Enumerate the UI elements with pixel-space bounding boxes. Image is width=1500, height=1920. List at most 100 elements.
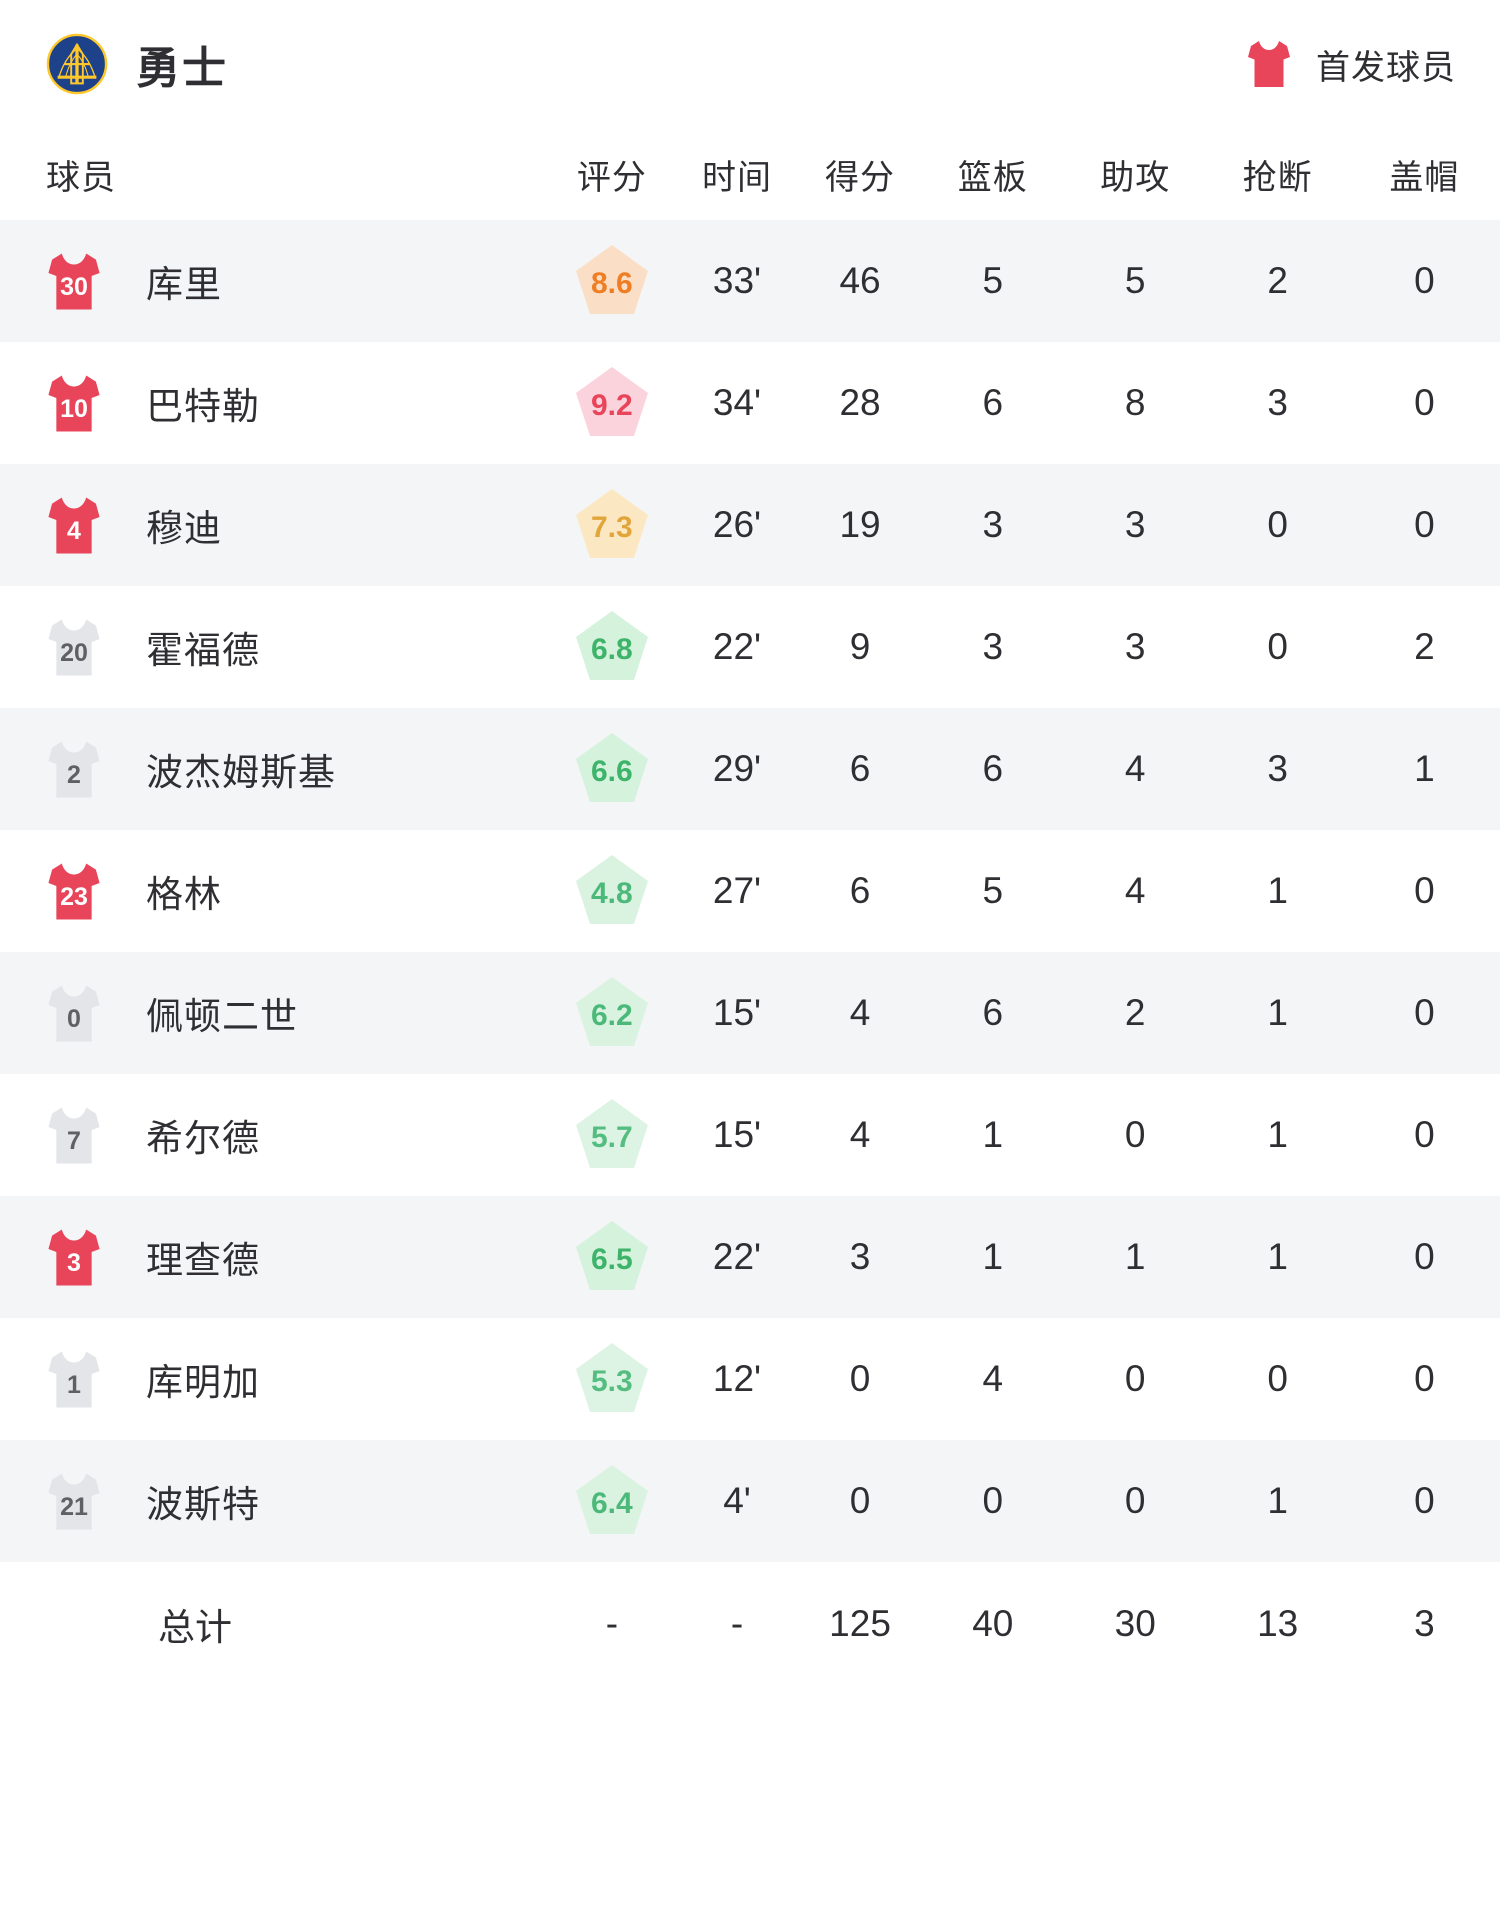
player-info: 10 巴特勒 <box>46 373 548 434</box>
table-row[interactable]: 21 波斯特 6.4 4' 0 0 0 1 0 <box>0 1440 1500 1562</box>
jersey-number: 21 <box>60 1492 88 1521</box>
rating-badge: 6.8 <box>573 608 651 686</box>
assists-cell: 4 <box>1124 870 1146 911</box>
minutes-cell: 22' <box>712 626 762 667</box>
jersey-number: 7 <box>67 1126 81 1155</box>
minutes-cell: 12' <box>712 1358 762 1399</box>
rebounds-cell: 5 <box>982 870 1004 911</box>
total-rating: - <box>605 1603 619 1644</box>
rating-badge: 6.2 <box>573 974 651 1052</box>
rating-badge: 5.7 <box>573 1096 651 1174</box>
player-cell: 20 霍福德 <box>0 586 548 708</box>
points-cell: 19 <box>839 504 881 545</box>
jersey-number: 30 <box>60 272 88 301</box>
column-header-minutes: 时间 <box>702 158 773 197</box>
blocks-cell: 0 <box>1414 1480 1435 1521</box>
table-header: 球员 评分 时间 得分 篮板 助攻 抢断 盖帽 <box>0 128 1500 220</box>
rebounds-cell: 5 <box>982 260 1004 301</box>
table-row[interactable]: 30 库里 8.6 33' 46 5 5 2 0 <box>0 220 1500 342</box>
rating-badge: 8.6 <box>573 242 651 320</box>
rating-cell: 6.8 <box>548 586 675 708</box>
table-row[interactable]: 2 波杰姆斯基 6.6 29' 6 6 4 3 1 <box>0 708 1500 830</box>
column-header-assists: 助攻 <box>1100 158 1171 197</box>
rebounds-cell: 4 <box>982 1358 1004 1399</box>
rating-badge: 4.8 <box>573 852 651 930</box>
player-name: 巴特勒 <box>146 386 260 427</box>
jersey-number-icon: 2 <box>46 739 102 800</box>
rating-cell: 9.2 <box>548 342 675 464</box>
minutes-cell: 22' <box>712 1236 762 1277</box>
rating-value: 6.8 <box>590 633 633 666</box>
jersey-number: 20 <box>60 638 88 667</box>
jersey-number-icon: 4 <box>46 495 102 556</box>
jersey-number-icon: 7 <box>46 1105 102 1166</box>
steals-cell: 1 <box>1267 1236 1288 1277</box>
table-body: 30 库里 8.6 33' 46 5 5 2 0 10 巴特勒 9.2 34' 28 6 8 3 0 4 穆迪 7.3 2… <box>0 220 1500 1562</box>
column-header-steals: 抢断 <box>1242 158 1313 197</box>
jersey-number-icon: 3 <box>46 1227 102 1288</box>
rating-value: 6.6 <box>590 755 633 788</box>
table-row[interactable]: 4 穆迪 7.3 26' 19 3 3 0 0 <box>0 464 1500 586</box>
player-cell: 2 波杰姆斯基 <box>0 708 548 830</box>
player-name: 波杰姆斯基 <box>146 752 336 793</box>
jersey-number: 3 <box>67 1248 81 1277</box>
player-cell: 0 佩顿二世 <box>0 952 548 1074</box>
jersey-number: 4 <box>67 516 81 545</box>
jersey-icon <box>1246 39 1292 89</box>
table-row[interactable]: 0 佩顿二世 6.2 15' 4 6 2 1 0 <box>0 952 1500 1074</box>
minutes-cell: 15' <box>712 1114 762 1155</box>
team-name: 勇士 <box>136 44 228 93</box>
table-footer: 总计 - - 125 40 30 13 3 <box>0 1562 1500 1686</box>
table-row[interactable]: 10 巴特勒 9.2 34' 28 6 8 3 0 <box>0 342 1500 464</box>
warriors-logo-icon <box>46 33 108 95</box>
blocks-cell: 0 <box>1414 382 1435 423</box>
jersey-number: 2 <box>67 760 81 789</box>
rating-cell: 6.5 <box>548 1196 675 1318</box>
team-header: 勇士 首发球员 <box>0 0 1500 128</box>
rating-badge: 6.4 <box>573 1462 651 1540</box>
column-header-rebounds: 篮板 <box>957 158 1028 197</box>
table-row[interactable]: 23 格林 4.8 27' 6 5 4 1 0 <box>0 830 1500 952</box>
rating-value: 5.7 <box>590 1121 633 1154</box>
table-row[interactable]: 1 库明加 5.3 12' 0 4 0 0 0 <box>0 1318 1500 1440</box>
player-name: 理查德 <box>146 1240 260 1281</box>
minutes-cell: 33' <box>712 260 762 301</box>
points-cell: 9 <box>849 626 871 667</box>
rebounds-cell: 6 <box>982 382 1004 423</box>
assists-cell: 0 <box>1124 1114 1146 1155</box>
rating-badge: 9.2 <box>573 364 651 442</box>
steals-cell: 1 <box>1267 1114 1288 1155</box>
rating-cell: 6.4 <box>548 1440 675 1562</box>
player-info: 7 希尔德 <box>46 1105 548 1166</box>
minutes-cell: 29' <box>712 748 762 789</box>
rating-badge: 6.6 <box>573 730 651 808</box>
points-cell: 0 <box>849 1358 871 1399</box>
player-name: 库里 <box>146 264 222 305</box>
rating-badge: 5.3 <box>573 1340 651 1418</box>
jersey-number-icon: 10 <box>46 373 102 434</box>
player-cell: 30 库里 <box>0 220 548 342</box>
player-info: 3 理查德 <box>46 1227 548 1288</box>
rating-cell: 6.6 <box>548 708 675 830</box>
blocks-cell: 0 <box>1414 992 1435 1033</box>
rating-cell: 4.8 <box>548 830 675 952</box>
minutes-cell: 4' <box>723 1480 751 1521</box>
column-header-rating: 评分 <box>576 158 647 197</box>
total-minutes: - <box>730 1603 744 1644</box>
rating-cell: 8.6 <box>548 220 675 342</box>
assists-cell: 4 <box>1124 748 1146 789</box>
jersey-number-icon: 20 <box>46 617 102 678</box>
player-name: 穆迪 <box>146 508 222 549</box>
player-info: 4 穆迪 <box>46 495 548 556</box>
player-cell: 21 波斯特 <box>0 1440 548 1562</box>
table-row[interactable]: 7 希尔德 5.7 15' 4 1 0 1 0 <box>0 1074 1500 1196</box>
points-cell: 0 <box>849 1480 871 1521</box>
player-info: 23 格林 <box>46 861 548 922</box>
table-row[interactable]: 20 霍福德 6.8 22' 9 3 3 0 2 <box>0 586 1500 708</box>
rebounds-cell: 1 <box>982 1236 1004 1277</box>
table-row[interactable]: 3 理查德 6.5 22' 3 1 1 1 0 <box>0 1196 1500 1318</box>
blocks-cell: 2 <box>1414 626 1435 667</box>
jersey-number-icon: 23 <box>46 861 102 922</box>
player-cell: 10 巴特勒 <box>0 342 548 464</box>
rating-cell: 6.2 <box>548 952 675 1074</box>
